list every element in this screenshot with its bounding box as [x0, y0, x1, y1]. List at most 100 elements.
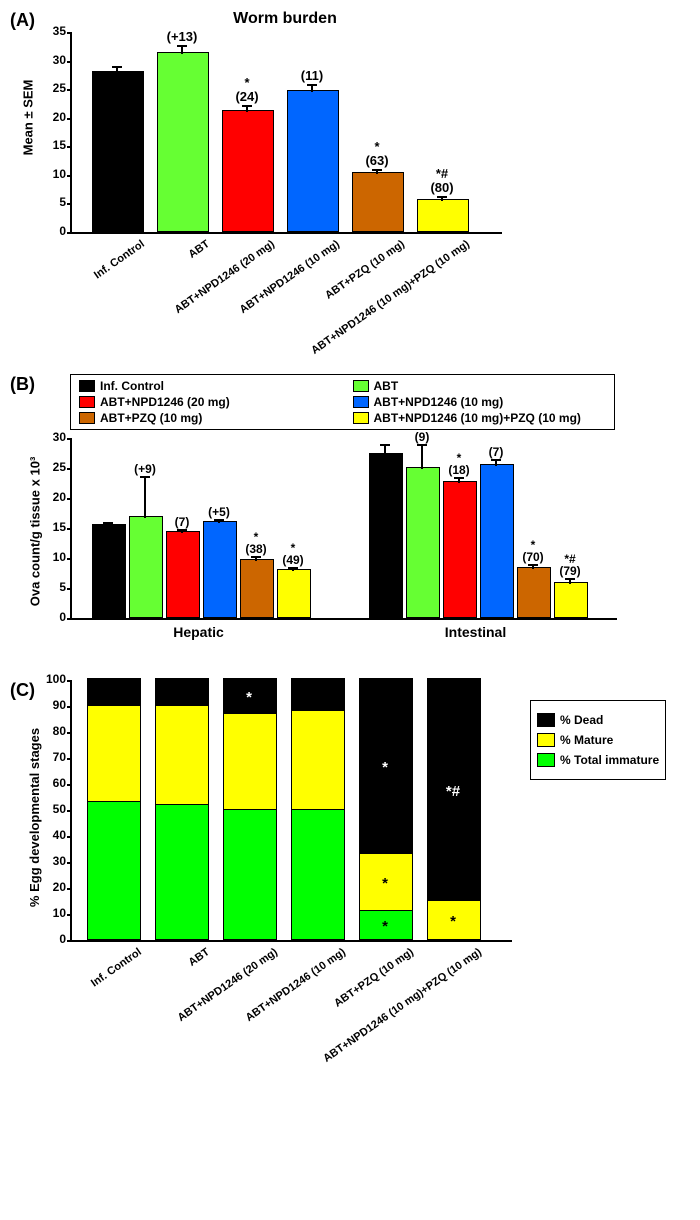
- y-tick: 5: [59, 580, 66, 594]
- panel-c: (C) % Egg developmental stages 0 10 20 30 40…: [10, 680, 690, 1052]
- stacked-segment: [291, 808, 345, 940]
- stacked-segment: [223, 712, 277, 810]
- y-tick: 0: [59, 932, 66, 946]
- bar-annotation: *#: [407, 166, 477, 181]
- panel-b-xaxis: HepaticIntestinal: [70, 620, 615, 650]
- segment-annotation: *: [359, 875, 411, 892]
- panel-a-xaxis: Inf. ControlABTABT+NPD1246 (20 mg)ABT+NP…: [70, 234, 500, 344]
- y-tick: 15: [53, 520, 66, 534]
- panel-c-xaxis: Inf. ControlABTABT+NPD1246 (20 mg)ABT+NP…: [70, 942, 510, 1052]
- bar: [554, 582, 588, 618]
- stacked-segment: [155, 803, 209, 940]
- stacked-segment: [223, 808, 277, 940]
- y-tick: 70: [53, 750, 66, 764]
- group-label: Intestinal: [367, 624, 584, 640]
- bar-annotation: *: [342, 139, 412, 154]
- y-tick: 30: [53, 53, 66, 67]
- bar: [287, 90, 339, 232]
- segment-annotation: *: [223, 689, 275, 706]
- y-tick: 0: [59, 224, 66, 238]
- legend-item: ABT+NPD1246 (20 mg): [79, 395, 333, 409]
- legend-item: Inf. Control: [79, 379, 333, 393]
- bar-annotation: (+5): [195, 505, 243, 519]
- bar: [157, 52, 209, 232]
- stacked-segment: [155, 678, 209, 706]
- stacked-segment: [291, 678, 345, 711]
- stacked-segment: [291, 709, 345, 810]
- bar: [92, 524, 126, 618]
- y-tick: 35: [53, 24, 66, 38]
- panel-a: (A) Worm burden Mean ± SEM 0 5 10 15 20 25 30 3…: [10, 10, 690, 344]
- panel-b-legend: Inf. Control ABT ABT+NPD1246 (20 mg) ABT+NP…: [70, 374, 615, 430]
- panel-c-legend: % Dead % Mature % Total immature: [530, 700, 666, 780]
- stacked-segment: [87, 800, 141, 940]
- legend-item: ABT+NPD1246 (10 mg)+PZQ (10 mg): [353, 411, 607, 425]
- y-tick: 10: [53, 906, 66, 920]
- y-tick: 25: [53, 81, 66, 95]
- segment-annotation: *#: [427, 783, 479, 800]
- y-tick: 50: [53, 802, 66, 816]
- bar-annotation: (80): [407, 180, 477, 195]
- bar-annotation: *: [212, 75, 282, 90]
- stacked-segment: [87, 678, 141, 706]
- bar-annotation: (79): [546, 564, 594, 578]
- legend-item: ABT: [353, 379, 607, 393]
- panel-c-label: (C): [10, 680, 35, 701]
- bar-annotation: (9): [398, 430, 446, 444]
- bar: [369, 453, 403, 618]
- bar: [277, 569, 311, 618]
- panel-c-ylabel: % Egg developmental stages: [27, 728, 42, 907]
- bar-annotation: (+9): [121, 462, 169, 476]
- bar: [406, 467, 440, 618]
- y-tick: 25: [53, 460, 66, 474]
- y-tick: 80: [53, 724, 66, 738]
- segment-annotation: *: [359, 759, 411, 776]
- panel-a-label: (A): [10, 10, 35, 31]
- panel-b: (B) Inf. Control ABT ABT+NPD1246 (20 mg) AB…: [10, 374, 690, 650]
- panel-a-title: Worm burden: [70, 10, 500, 28]
- bar-annotation: (7): [472, 445, 520, 459]
- y-tick: 90: [53, 698, 66, 712]
- y-tick: 20: [53, 880, 66, 894]
- panel-a-plot: 05101520253035(+13)*(24)(11)*(63)*#(80): [70, 32, 502, 234]
- y-tick: 30: [53, 430, 66, 444]
- y-tick: 10: [53, 550, 66, 564]
- stacked-segment: [155, 704, 209, 805]
- legend-item: % Total immature: [537, 753, 659, 767]
- bar-annotation: (24): [212, 89, 282, 104]
- panel-b-ylabel: Ova count/g tissue x 10³: [27, 457, 42, 607]
- bar-annotation: (49): [269, 553, 317, 567]
- y-tick: 5: [59, 195, 66, 209]
- panel-c-plot: 0102030405060708090100******#: [70, 680, 512, 942]
- segment-annotation: *: [359, 918, 411, 935]
- legend-item: ABT+PZQ (10 mg): [79, 411, 333, 425]
- bar: [92, 71, 144, 232]
- legend-item: ABT+NPD1246 (10 mg): [353, 395, 607, 409]
- y-tick: 100: [46, 672, 66, 686]
- y-tick: 10: [53, 167, 66, 181]
- bar: [352, 172, 404, 232]
- bar-annotation: (+13): [147, 29, 217, 44]
- bar-annotation: (18): [435, 463, 483, 477]
- legend-item: % Mature: [537, 733, 659, 747]
- bar: [240, 559, 274, 618]
- bar: [443, 481, 477, 618]
- y-tick: 40: [53, 828, 66, 842]
- bar: [166, 531, 200, 618]
- y-tick: 20: [53, 110, 66, 124]
- y-tick: 15: [53, 138, 66, 152]
- legend-item: % Dead: [537, 713, 659, 727]
- y-tick: 60: [53, 776, 66, 790]
- bar: [417, 199, 469, 232]
- y-tick: 20: [53, 490, 66, 504]
- y-tick: 0: [59, 610, 66, 624]
- bar: [222, 110, 274, 232]
- stacked-segment: [87, 704, 141, 802]
- bar-annotation: (11): [277, 68, 347, 83]
- y-tick: 30: [53, 854, 66, 868]
- panel-b-label: (B): [10, 374, 35, 395]
- panel-b-plot: 051015202530(+9)(7)(+5)*(38)*(49)(9)*(18…: [70, 438, 617, 620]
- segment-annotation: *: [427, 913, 479, 930]
- bar-annotation: (63): [342, 153, 412, 168]
- panel-a-ylabel: Mean ± SEM: [20, 80, 35, 156]
